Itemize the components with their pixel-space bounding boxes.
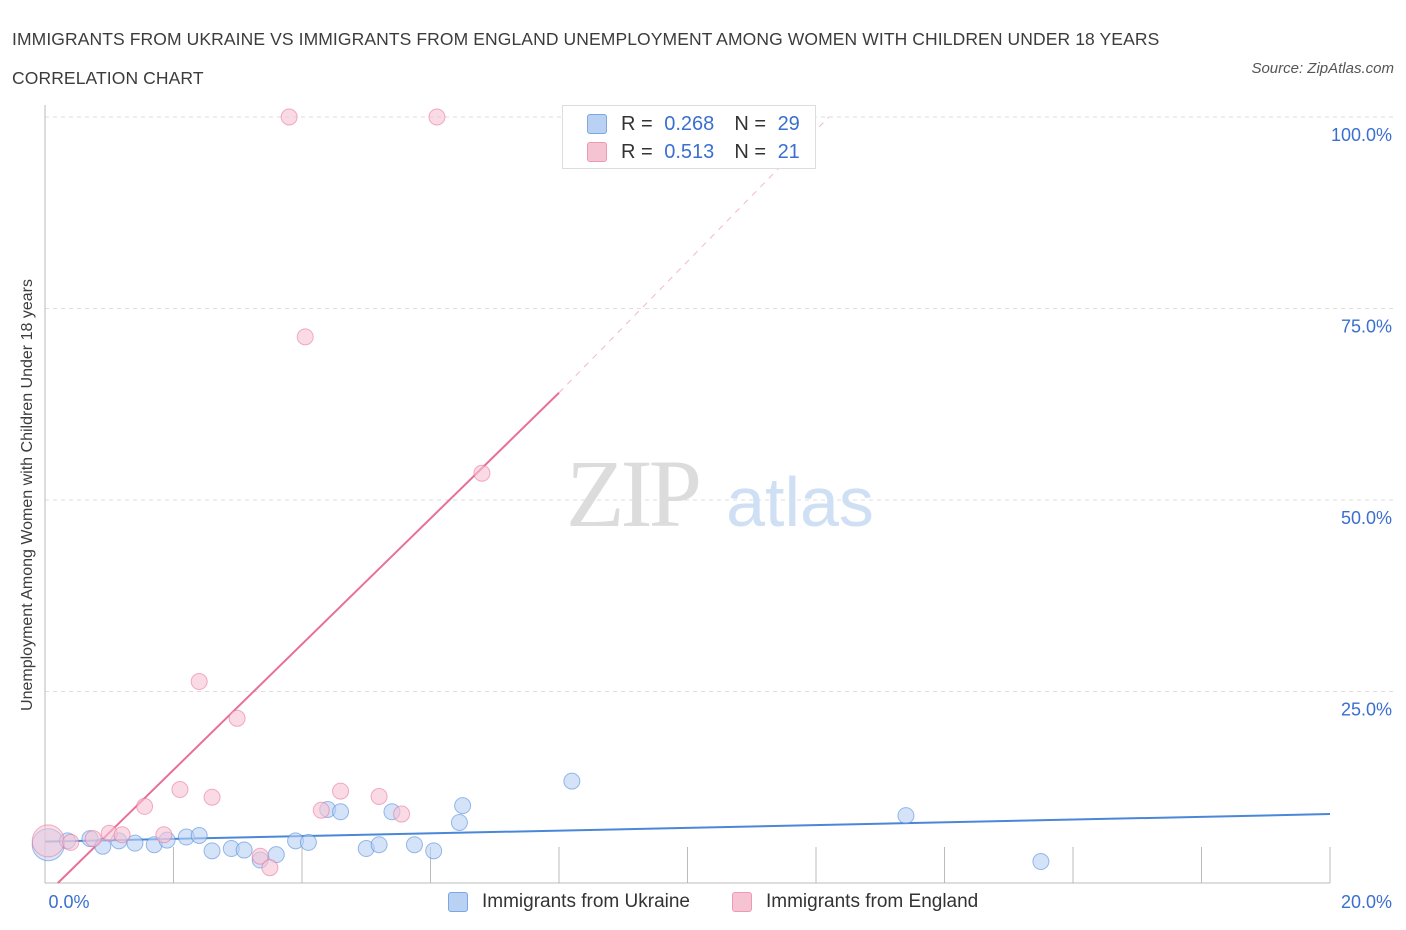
legend-item-ukraine[interactable]: Immigrants from Ukraine bbox=[448, 890, 690, 914]
legend-item-england[interactable]: Immigrants from England bbox=[732, 890, 978, 914]
chart-source: Source: ZipAtlas.com bbox=[1251, 60, 1394, 77]
point-england bbox=[393, 805, 411, 823]
ukraine-legend-swatch bbox=[448, 892, 468, 912]
y-tick-label: 50.0% bbox=[1341, 508, 1392, 528]
data-points bbox=[31, 108, 1050, 877]
stats-legend: R = 0.268 N = 29 R = 0.513 N = 21 bbox=[562, 105, 816, 169]
watermark: ZIP atlas bbox=[566, 440, 874, 547]
point-england bbox=[312, 801, 330, 819]
gridlines bbox=[45, 116, 1395, 692]
point-ukraine bbox=[299, 833, 317, 851]
r-label: R = bbox=[621, 140, 653, 163]
y-tick-label: 75.0% bbox=[1341, 317, 1392, 337]
point-england bbox=[473, 464, 491, 482]
point-ukraine bbox=[370, 836, 388, 854]
n-value: 29 bbox=[777, 112, 800, 135]
r-value: 0.513 bbox=[664, 140, 715, 163]
point-england bbox=[84, 830, 102, 848]
point-ukraine bbox=[450, 813, 468, 831]
point-ukraine bbox=[454, 797, 472, 815]
point-ukraine bbox=[1032, 853, 1050, 871]
point-ukraine bbox=[405, 836, 423, 854]
point-england bbox=[280, 108, 298, 126]
legend-label-england: Immigrants from England bbox=[766, 891, 979, 912]
point-england bbox=[261, 859, 279, 877]
r-value: 0.268 bbox=[664, 112, 715, 135]
r-label: R = bbox=[621, 112, 653, 135]
y-tick-label: 100.0% bbox=[1331, 125, 1392, 145]
point-england bbox=[31, 824, 65, 858]
england-swatch bbox=[587, 142, 607, 162]
point-ukraine bbox=[425, 842, 443, 860]
point-england bbox=[171, 781, 189, 799]
x-tick-label: 20.0% bbox=[1341, 892, 1392, 912]
point-england bbox=[155, 826, 173, 844]
y-tick-label: 25.0% bbox=[1341, 700, 1392, 720]
trend-line-england-extrapolated bbox=[558, 116, 830, 394]
point-ukraine bbox=[235, 841, 253, 859]
point-ukraine bbox=[126, 834, 144, 852]
stats-row-england: R = 0.513 N = 21 bbox=[587, 140, 800, 164]
point-ukraine bbox=[897, 807, 915, 825]
point-england bbox=[332, 782, 350, 800]
point-ukraine bbox=[190, 827, 208, 845]
tick-labels: 100.0% 75.0% 50.0% 25.0% 0.0% 20.0% bbox=[48, 125, 1392, 912]
stats-row-ukraine: R = 0.268 N = 29 bbox=[587, 112, 800, 136]
x-tick-label: 0.0% bbox=[48, 892, 89, 912]
point-england bbox=[428, 108, 446, 126]
point-england bbox=[113, 826, 131, 844]
watermark-zip: ZIP bbox=[566, 440, 699, 547]
point-england bbox=[136, 797, 154, 815]
ukraine-swatch bbox=[587, 114, 607, 134]
trend-line-ukraine bbox=[44, 813, 1331, 843]
point-ukraine bbox=[563, 772, 581, 790]
chart-title: IMMIGRANTS FROM UKRAINE VS IMMIGRANTS FR… bbox=[12, 29, 1160, 88]
point-ukraine bbox=[203, 842, 221, 860]
watermark-atlas: atlas bbox=[726, 463, 874, 541]
point-england bbox=[251, 847, 269, 865]
legend-label-ukraine: Immigrants from Ukraine bbox=[482, 891, 690, 912]
point-ukraine bbox=[332, 803, 350, 821]
point-england bbox=[190, 673, 208, 691]
n-label: N = bbox=[734, 140, 766, 163]
point-england bbox=[62, 833, 80, 851]
point-england bbox=[228, 709, 246, 727]
n-value: 21 bbox=[777, 140, 800, 163]
n-label: N = bbox=[734, 112, 766, 135]
point-england bbox=[296, 328, 314, 346]
point-england bbox=[203, 788, 221, 806]
england-legend-swatch bbox=[732, 892, 752, 912]
axes bbox=[44, 105, 1331, 884]
point-england bbox=[370, 787, 388, 805]
